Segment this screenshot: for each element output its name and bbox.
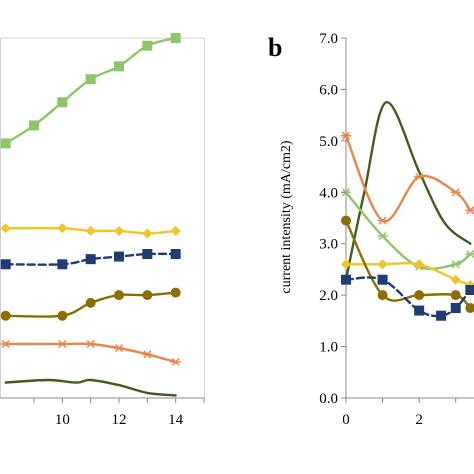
panel-b-series-1-line xyxy=(344,101,472,281)
panel-b-y-tick-label: 4.0 xyxy=(319,185,338,201)
panel-a-series-3-point-1 xyxy=(0,259,11,270)
panel-b-series-6-point-1 xyxy=(341,274,351,285)
panel-a-series-4-point-3 xyxy=(85,297,96,308)
panel-b-x-tick-label: 0 xyxy=(342,412,350,428)
panel-a-series-5 xyxy=(0,339,181,367)
panel-a-series-1 xyxy=(0,33,181,149)
panel-b-series-6 xyxy=(341,274,474,321)
panel-b-series-2-point-2 xyxy=(377,216,388,225)
panel-a-series-5-point-5 xyxy=(142,350,153,359)
panel-a-series-2-point-2 xyxy=(57,223,68,234)
panel-b-series-6-point-3 xyxy=(414,305,425,316)
panel-a-x-tick-label: 12 xyxy=(112,412,127,428)
panel-a-series-2-point-3 xyxy=(85,225,96,236)
panel-b-series-2-point-4 xyxy=(450,188,461,197)
panel-a-series-6 xyxy=(4,378,177,397)
panel-a-series-4-point-1 xyxy=(0,310,11,321)
panel-b-series xyxy=(341,101,474,321)
panel-a-series xyxy=(0,33,181,397)
panel-b-series-5-point-4 xyxy=(450,290,461,301)
panel-a-series-4-point-2 xyxy=(57,310,68,321)
panel-b-y-tick-label: 1.0 xyxy=(319,340,338,356)
panel-b-series-4-point-1 xyxy=(341,259,351,270)
panel-a-series-2-point-5 xyxy=(142,228,153,239)
panel-b-series-5-point-2 xyxy=(377,290,388,301)
panel-b-series-5 xyxy=(341,215,474,313)
panel-b-series-4-point-4 xyxy=(450,274,461,285)
panel-a-series-3-point-4 xyxy=(114,251,124,262)
panel-a: 10 12 14 xyxy=(0,33,205,428)
panel-b-y-tick-label: 7.0 xyxy=(319,31,338,47)
panel-a-series-3-point-6 xyxy=(170,249,181,259)
panel-a-series-1-point-1 xyxy=(0,138,11,149)
panel-a-series-3-point-2 xyxy=(57,259,68,270)
panel-a-series-1-point-5 xyxy=(114,61,124,72)
panel-a-series-5-line xyxy=(4,342,177,364)
panel-a-series-1-point-7 xyxy=(170,33,181,43)
panel-b-series-6-point-6 xyxy=(465,285,474,295)
panel-b-series-2-line xyxy=(344,134,472,223)
panel-a-series-1-point-4 xyxy=(85,74,96,85)
panel-b-series-6-point-4 xyxy=(436,310,447,321)
panel-a-series-5-point-3 xyxy=(85,339,96,349)
panel-b-series-4-point-2 xyxy=(377,259,388,270)
panel-a-series-2-point-1 xyxy=(0,223,11,234)
panel-b-y-tick-label: 3.0 xyxy=(319,237,338,253)
panel-b-series-2-point-1 xyxy=(341,131,351,140)
panel-b-series-3-point-2 xyxy=(377,231,388,241)
panel-b-axes xyxy=(345,38,474,399)
panel-a-series-3 xyxy=(0,249,181,270)
panel-b-series-5-point-1 xyxy=(341,215,351,226)
panel-b-series-6-point-2 xyxy=(377,274,388,285)
panel-b-y-axis-label: current intensity (mA/cm2) xyxy=(279,140,294,294)
panel-b-y-tick-label: 5.0 xyxy=(319,134,338,150)
panel-b-series-5-point-5 xyxy=(465,303,474,313)
panel-b-series-4-point-3 xyxy=(414,259,425,270)
panel-a-series-4-point-5 xyxy=(142,290,153,301)
panel-b-y-tick-label: 6.0 xyxy=(319,82,338,98)
panel-a-series-4-point-4 xyxy=(114,290,124,301)
panel-b-series-5-point-3 xyxy=(414,290,425,301)
panel-a-series-5-point-2 xyxy=(57,339,68,349)
panel-a-series-2-point-4 xyxy=(114,225,124,236)
panel-a-x-ticks: 10 12 14 xyxy=(0,397,205,428)
panel-b-series-2-point-3 xyxy=(414,172,425,181)
panel-a-x-tick-label: 14 xyxy=(168,412,184,428)
panel-b-y-tick-label: 0.0 xyxy=(319,391,338,407)
panel-a-series-1-point-2 xyxy=(29,120,39,131)
panel-b-ticks: 0.0 1.0 2.0 3.0 4.0 5.0 6.0 7.0 0 2 xyxy=(319,31,457,428)
panel-b-y-tick-label: 2.0 xyxy=(319,288,338,304)
panel-a-series-1-point-3 xyxy=(57,97,68,108)
panel-a-x-tick-label: 10 xyxy=(55,412,70,428)
panel-a-series-6-line xyxy=(4,378,177,397)
panel-a-series-3-point-5 xyxy=(142,249,153,259)
panel-b-series-3-point-4 xyxy=(450,260,461,269)
panel-b: b current intensity (mA/cm2) 0.0 1.0 2.0 3.… xyxy=(268,31,474,428)
panel-b-series-6-point-5 xyxy=(450,303,461,313)
panel-a-series-5-point-4 xyxy=(114,344,124,353)
panel-b-series-1 xyxy=(344,101,472,281)
panel-b-letter: b xyxy=(268,33,282,62)
panel-b-x-tick-label: 2 xyxy=(415,412,423,428)
panel-a-series-4-point-6 xyxy=(170,287,181,298)
panel-b-series-2 xyxy=(341,131,474,225)
panel-a-series-2-point-6 xyxy=(170,225,181,236)
panel-a-series-1-point-6 xyxy=(142,40,153,51)
panel-a-series-5-point-6 xyxy=(170,357,181,367)
panel-a-series-5-point-1 xyxy=(0,339,11,349)
panel-a-series-3-point-3 xyxy=(85,254,96,265)
panel-a-series-2 xyxy=(0,223,181,239)
panel-a-series-4 xyxy=(0,287,181,321)
